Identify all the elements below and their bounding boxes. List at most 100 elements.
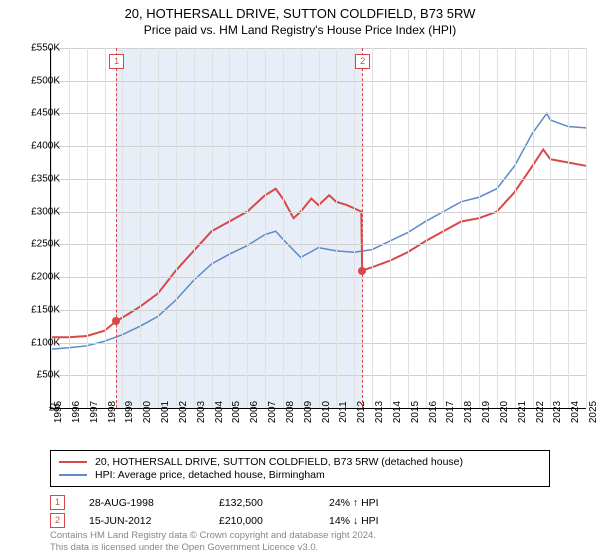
gridline-v	[265, 48, 266, 408]
x-axis-label: 2001	[160, 401, 171, 423]
x-axis-label: 2023	[552, 401, 563, 423]
x-axis-label: 1997	[89, 401, 100, 423]
y-axis-label: £250K	[31, 239, 60, 250]
event-delta: 14% ↓ HPI	[329, 515, 459, 527]
event-price: £132,500	[219, 497, 329, 509]
x-axis-label: 2016	[428, 401, 439, 423]
x-axis-label: 2021	[517, 401, 528, 423]
gridline-v	[319, 48, 320, 408]
gridline-v	[229, 48, 230, 408]
x-axis-label: 2009	[303, 401, 314, 423]
y-axis-label: £150K	[31, 304, 60, 315]
x-axis-label: 2020	[499, 401, 510, 423]
x-axis-label: 2011	[338, 401, 349, 423]
x-axis-label: 2003	[196, 401, 207, 423]
x-axis-label: 2000	[142, 401, 153, 423]
gridline-v	[372, 48, 373, 408]
gridline-v	[586, 48, 587, 408]
gridline-v	[176, 48, 177, 408]
x-axis-label: 2010	[321, 401, 332, 423]
x-axis-label: 2002	[178, 401, 189, 423]
events-table: 1 28-AUG-1998£132,50024% ↑ HPI 2 15-JUN-201…	[50, 492, 459, 531]
event-id-box: 2	[50, 513, 65, 528]
event-date: 15-JUN-2012	[89, 515, 219, 527]
event-id-box: 1	[50, 495, 65, 510]
gridline-v	[336, 48, 337, 408]
x-axis-label: 2008	[285, 401, 296, 423]
legend-swatch	[59, 474, 87, 476]
x-axis-label: 2014	[392, 401, 403, 423]
gridline-v	[497, 48, 498, 408]
plot-area: 12	[50, 48, 586, 409]
y-axis-label: £350K	[31, 173, 60, 184]
event-row: 1 28-AUG-1998£132,50024% ↑ HPI	[50, 495, 459, 510]
footer-line1: Contains HM Land Registry data © Crown c…	[50, 530, 376, 542]
legend: 20, HOTHERSALL DRIVE, SUTTON COLDFIELD, …	[50, 450, 550, 487]
event-row: 2 15-JUN-2012£210,00014% ↓ HPI	[50, 513, 459, 528]
y-axis-label: £200K	[31, 272, 60, 283]
event-price: £210,000	[219, 515, 329, 527]
x-axis-label: 2006	[249, 401, 260, 423]
gridline-v	[51, 48, 52, 408]
legend-item: HPI: Average price, detached house, Birm…	[59, 469, 541, 481]
y-axis-label: £450K	[31, 108, 60, 119]
footer-line2: This data is licensed under the Open Gov…	[50, 542, 376, 554]
x-axis-label: 2005	[231, 401, 242, 423]
gridline-v	[87, 48, 88, 408]
x-axis-label: 2004	[214, 401, 225, 423]
gridline-v	[122, 48, 123, 408]
chart-title: 20, HOTHERSALL DRIVE, SUTTON COLDFIELD, …	[0, 6, 600, 21]
x-axis-label: 2019	[481, 401, 492, 423]
marker-line-1	[116, 48, 117, 408]
x-axis-label: 1999	[124, 401, 135, 423]
gridline-v	[568, 48, 569, 408]
gridline-v	[105, 48, 106, 408]
y-axis-label: £550K	[31, 43, 60, 54]
y-axis-label: £300K	[31, 206, 60, 217]
gridline-v	[426, 48, 427, 408]
gridline-v	[212, 48, 213, 408]
title-block: 20, HOTHERSALL DRIVE, SUTTON COLDFIELD, …	[0, 0, 600, 37]
x-axis-label: 1998	[107, 401, 118, 423]
marker-dot-1	[112, 317, 120, 325]
gridline-v	[390, 48, 391, 408]
legend-label: HPI: Average price, detached house, Birm…	[95, 469, 325, 481]
x-axis-label: 1996	[71, 401, 82, 423]
x-axis-label: 1995	[53, 401, 64, 423]
gridline-v	[140, 48, 141, 408]
y-axis-label: £400K	[31, 141, 60, 152]
gridline-v	[408, 48, 409, 408]
x-axis-label: 2024	[570, 401, 581, 423]
gridline-v	[194, 48, 195, 408]
gridline-v	[461, 48, 462, 408]
gridline-v	[247, 48, 248, 408]
legend-item: 20, HOTHERSALL DRIVE, SUTTON COLDFIELD, …	[59, 456, 541, 468]
marker-line-2	[362, 48, 363, 408]
gridline-v	[158, 48, 159, 408]
chart-subtitle: Price paid vs. HM Land Registry's House …	[0, 23, 600, 37]
x-axis-label: 2025	[588, 401, 599, 423]
x-axis-label: 2007	[267, 401, 278, 423]
x-axis-label: 2018	[463, 401, 474, 423]
gridline-v	[354, 48, 355, 408]
chart-container: 20, HOTHERSALL DRIVE, SUTTON COLDFIELD, …	[0, 0, 600, 560]
y-axis-label: £100K	[31, 337, 60, 348]
marker-dot-2	[358, 267, 366, 275]
x-axis-label: 2022	[535, 401, 546, 423]
gridline-v	[533, 48, 534, 408]
event-delta: 24% ↑ HPI	[329, 497, 459, 509]
gridline-v	[515, 48, 516, 408]
event-date: 28-AUG-1998	[89, 497, 219, 509]
legend-label: 20, HOTHERSALL DRIVE, SUTTON COLDFIELD, …	[95, 456, 463, 468]
footer: Contains HM Land Registry data © Crown c…	[50, 530, 376, 555]
x-axis-label: 2013	[374, 401, 385, 423]
marker-label-2: 2	[355, 54, 370, 69]
marker-label-1: 1	[109, 54, 124, 69]
gridline-v	[301, 48, 302, 408]
x-axis-label: 2015	[410, 401, 421, 423]
y-axis-label: £500K	[31, 75, 60, 86]
gridline-v	[69, 48, 70, 408]
gridline-v	[479, 48, 480, 408]
x-axis-label: 2017	[445, 401, 456, 423]
x-axis-label: 2012	[356, 401, 367, 423]
